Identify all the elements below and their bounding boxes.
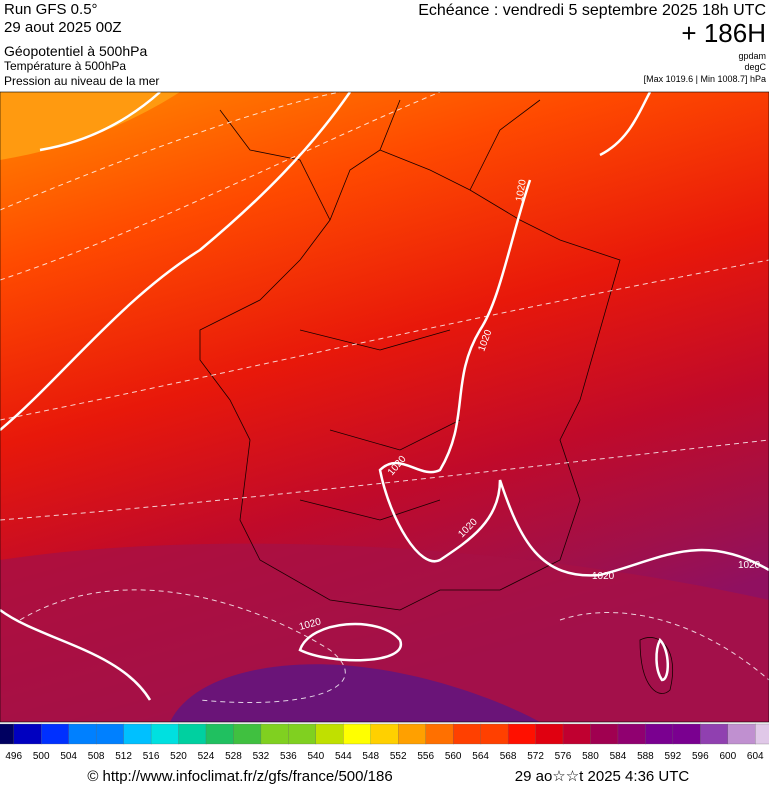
colorbar-swatch <box>13 723 42 745</box>
colorbar-swatch <box>645 723 674 745</box>
lead-time: + 186H <box>681 18 766 48</box>
field-label: Température à 500hPa <box>4 59 126 73</box>
colorbar-label: 504 <box>60 751 77 762</box>
colorbar-label: 540 <box>307 751 324 762</box>
colorbar-swatch <box>41 723 70 745</box>
colorbar-swatch <box>123 723 152 745</box>
colorbar-label: 536 <box>280 751 297 762</box>
colorbar-label: 584 <box>610 751 627 762</box>
geopotential-contours <box>0 92 769 704</box>
colorbar-swatch <box>95 723 125 745</box>
colorbar-label: 556 <box>417 751 434 762</box>
colorbar-label: 604 <box>747 751 764 762</box>
colorbar: 496 500 504 508 512 516 520 524 528 532 536 540 544 5… <box>0 723 769 762</box>
unit-label: gpdam <box>738 51 766 61</box>
valid-time: Echéance : vendredi 5 septembre 2025 18h… <box>418 2 766 19</box>
temperature-band <box>170 664 540 722</box>
colorbar-label: 516 <box>143 751 160 762</box>
colorbar-label: 596 <box>692 751 709 762</box>
colorbar-swatch <box>343 723 372 745</box>
colorbar-swatch <box>398 723 427 745</box>
colorbar-label: 588 <box>637 751 654 762</box>
colorbar-label: 560 <box>445 751 462 762</box>
source-url: © http://www.infoclimat.fr/z/gfs/france/… <box>87 768 392 785</box>
colorbar-swatch <box>150 723 180 745</box>
colorbar-swatch <box>315 723 344 745</box>
colorbar-swatch <box>755 723 769 745</box>
colorbar-label: 548 <box>362 751 379 762</box>
colorbar-label: 592 <box>665 751 682 762</box>
borders <box>199 99 674 694</box>
colorbar-label: 512 <box>115 751 132 762</box>
colorbar-label: 496 <box>5 751 22 762</box>
run-label: Run GFS 0.5° <box>4 1 98 18</box>
colorbar-swatch <box>617 723 647 745</box>
colorbar-label: 580 <box>582 751 599 762</box>
map: 1020 1020 1020 1020 1020 1020 1020 <box>0 92 769 722</box>
colorbar-swatch <box>0 723 15 745</box>
colorbar-swatch <box>562 723 592 745</box>
colorbar-label: 552 <box>390 751 407 762</box>
colorbar-swatch <box>68 723 97 745</box>
isobar-label: 1020 <box>592 571 615 582</box>
field-label: Pression au niveau de la mer <box>4 74 159 88</box>
colorbar-swatch <box>425 723 454 745</box>
colorbar-swatch <box>672 723 701 745</box>
colorbar-swatch <box>480 723 509 745</box>
colorbar-swatch <box>260 723 290 745</box>
run-date: 29 aout 2025 00Z <box>4 19 122 36</box>
field-label: Géopotentiel à 500hPa <box>4 43 147 59</box>
generated-time: 29 ao☆☆t 2025 4:36 UTC <box>515 768 690 785</box>
unit-label: degC <box>744 62 766 72</box>
map-frame <box>0 91 769 723</box>
colorbar-label: 568 <box>500 751 517 762</box>
colorbar-swatch <box>178 723 207 745</box>
colorbar-swatch <box>453 723 482 745</box>
colorbar-label: 520 <box>170 751 187 762</box>
isobars <box>0 92 769 701</box>
colorbar-swatch <box>727 723 756 745</box>
colorbar-swatch <box>535 723 564 745</box>
colorbar-label: 532 <box>253 751 270 762</box>
isobar-label: 1020 <box>514 178 529 202</box>
colorbar-swatch <box>205 723 235 745</box>
isobar-label: 1020 <box>738 560 761 571</box>
temperature-band <box>0 92 180 160</box>
colorbar-label: 600 <box>719 751 736 762</box>
colorbar-swatch <box>507 723 537 745</box>
colorbar-label: 508 <box>88 751 105 762</box>
colorbar-label: 572 <box>527 751 544 762</box>
pressure-range: [Max 1019.6 | Min 1008.7] hPa <box>644 74 766 84</box>
colorbar-label: 564 <box>472 751 489 762</box>
colorbar-swatch <box>370 723 399 745</box>
colorbar-label: 524 <box>198 751 215 762</box>
colorbar-swatch <box>590 723 619 745</box>
colorbar-label: 544 <box>335 751 352 762</box>
temperature-band <box>0 543 769 722</box>
colorbar-swatch <box>233 723 262 745</box>
colorbar-swatch <box>700 723 729 745</box>
colorbar-label: 576 <box>555 751 572 762</box>
colorbar-label: 500 <box>33 751 50 762</box>
colorbar-label: 528 <box>225 751 242 762</box>
colorbar-swatch <box>288 723 317 745</box>
